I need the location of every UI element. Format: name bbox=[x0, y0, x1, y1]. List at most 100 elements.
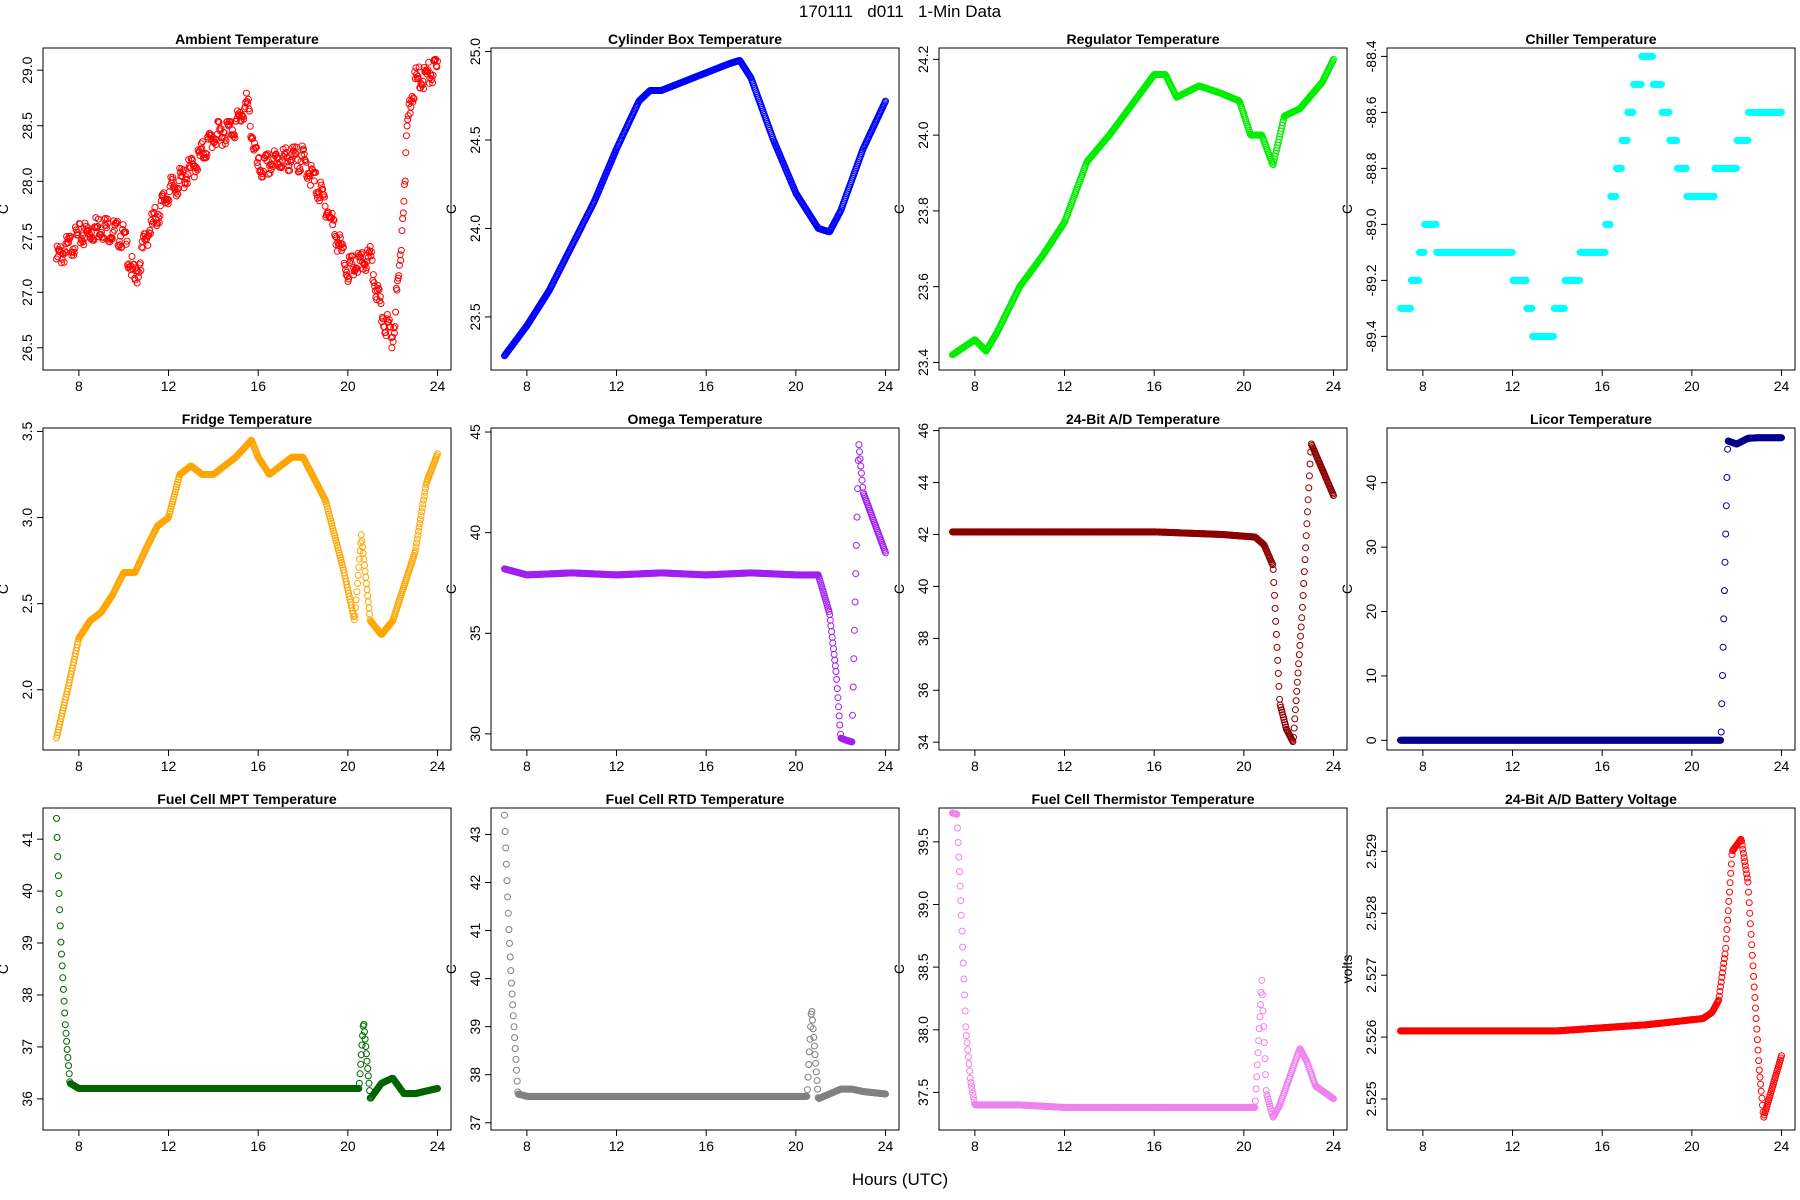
y-tick-label: 40 bbox=[467, 525, 483, 541]
data-point bbox=[851, 598, 859, 606]
data-point bbox=[855, 441, 863, 449]
data-series bbox=[53, 436, 441, 742]
data-point bbox=[1719, 672, 1726, 679]
data-point bbox=[411, 547, 419, 555]
data-point bbox=[1302, 532, 1310, 540]
data-point bbox=[112, 219, 120, 227]
data-point bbox=[103, 215, 111, 223]
data-point bbox=[398, 227, 406, 235]
y-tick-label: 23.6 bbox=[915, 273, 931, 300]
data-point bbox=[1294, 669, 1302, 677]
y-tick-label: 27.5 bbox=[19, 223, 35, 250]
y-tick-label: 40 bbox=[1363, 475, 1379, 491]
data-series bbox=[1397, 52, 1785, 340]
data-series bbox=[501, 441, 889, 746]
data-point bbox=[411, 549, 419, 557]
x-tick-label: 16 bbox=[1594, 758, 1610, 774]
data-point bbox=[385, 316, 393, 324]
data-point bbox=[290, 151, 298, 159]
plot-frame bbox=[938, 427, 1348, 751]
y-tick-label: 46 bbox=[915, 423, 931, 439]
y-tick-label: -89.2 bbox=[1363, 264, 1379, 296]
data-point bbox=[246, 122, 254, 130]
data-point bbox=[1306, 460, 1314, 468]
data-point bbox=[1305, 472, 1313, 480]
data-point bbox=[103, 224, 111, 232]
data-point bbox=[296, 167, 304, 175]
data-point bbox=[856, 455, 864, 463]
data-point bbox=[854, 485, 862, 493]
y-tick-label: -89.4 bbox=[1363, 320, 1379, 352]
data-point bbox=[199, 138, 206, 146]
plot-frame bbox=[490, 427, 900, 751]
data-point bbox=[146, 226, 154, 234]
data-point bbox=[1719, 643, 1727, 651]
data-point bbox=[1269, 561, 1277, 569]
data-point bbox=[1407, 304, 1415, 312]
y-tick-label: -88.8 bbox=[1363, 152, 1379, 184]
data-point bbox=[307, 161, 315, 169]
data-point bbox=[1272, 617, 1280, 625]
chart-title: Ambient Temperature bbox=[175, 31, 319, 47]
data-point bbox=[351, 612, 359, 620]
data-point bbox=[1295, 651, 1303, 659]
data-point bbox=[1295, 660, 1303, 668]
data-point bbox=[1720, 587, 1728, 595]
data-point bbox=[1720, 615, 1728, 623]
data-point bbox=[1528, 304, 1536, 312]
chart-title: 24-Bit A/D Temperature bbox=[1066, 411, 1220, 427]
data-point bbox=[412, 543, 420, 551]
data-point bbox=[137, 266, 145, 274]
y-tick-label: -88.6 bbox=[1363, 96, 1379, 128]
data-point bbox=[331, 232, 339, 240]
data-point bbox=[854, 456, 862, 464]
x-tick-label: 12 bbox=[161, 378, 177, 394]
data-point bbox=[390, 324, 398, 332]
data-point bbox=[852, 570, 860, 578]
y-tick-label: 10 bbox=[1363, 668, 1379, 684]
data-point bbox=[1560, 304, 1568, 312]
data-point bbox=[87, 235, 95, 243]
data-point bbox=[106, 235, 114, 242]
data-point bbox=[835, 703, 842, 711]
data-point bbox=[218, 141, 226, 149]
x-tick-label: 24 bbox=[1326, 378, 1342, 394]
data-point bbox=[374, 281, 382, 289]
data-point bbox=[66, 232, 74, 240]
data-point bbox=[850, 626, 858, 634]
y-tick-label: 28.0 bbox=[19, 167, 35, 194]
data-point bbox=[198, 145, 206, 153]
data-point bbox=[361, 561, 368, 569]
chart-title: Licor Temperature bbox=[1530, 411, 1652, 427]
x-tick-label: 8 bbox=[1419, 758, 1427, 774]
x-tick-label: 24 bbox=[430, 378, 446, 394]
data-point bbox=[202, 154, 210, 161]
y-tick-label: 23.8 bbox=[915, 197, 931, 224]
data-point bbox=[1291, 715, 1299, 723]
x-tick-label: 12 bbox=[161, 758, 177, 774]
data-point bbox=[397, 246, 405, 254]
data-point bbox=[123, 237, 131, 245]
data-point bbox=[343, 268, 351, 276]
data-point bbox=[345, 275, 353, 283]
data-point bbox=[90, 236, 98, 244]
data-point bbox=[80, 241, 88, 249]
data-point bbox=[310, 177, 318, 185]
data-point bbox=[1302, 544, 1310, 552]
data-point bbox=[266, 169, 274, 177]
data-point bbox=[222, 137, 230, 144]
data-point bbox=[362, 267, 370, 274]
data-series bbox=[501, 57, 889, 360]
data-point bbox=[350, 616, 358, 624]
data-point bbox=[60, 258, 68, 266]
data-point bbox=[183, 175, 191, 183]
x-tick-label: 16 bbox=[250, 378, 266, 394]
data-point bbox=[392, 308, 400, 316]
data-point bbox=[145, 232, 152, 240]
data-point bbox=[1778, 108, 1785, 116]
data-point bbox=[244, 95, 252, 103]
data-point bbox=[136, 259, 144, 267]
x-tick-label: 12 bbox=[1057, 758, 1073, 774]
data-point bbox=[317, 178, 325, 186]
data-point bbox=[1744, 136, 1752, 144]
